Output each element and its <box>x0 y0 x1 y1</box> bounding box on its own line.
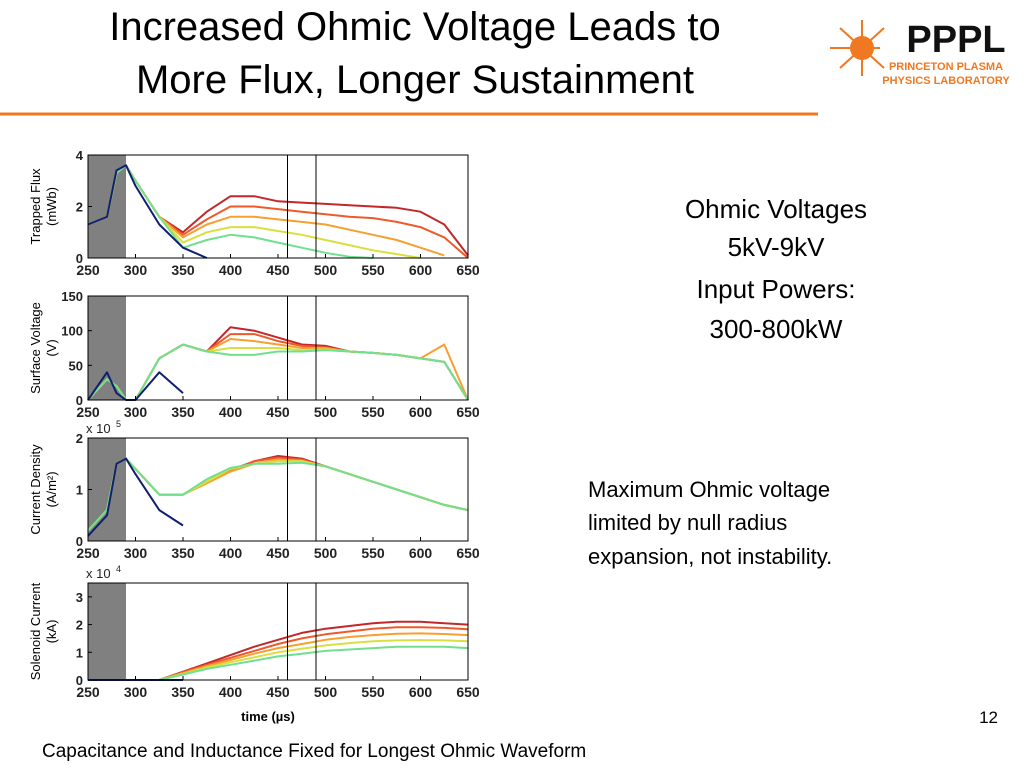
x-tick-label: 450 <box>266 404 290 420</box>
note-line: 5kV-9kV <box>728 232 825 262</box>
y-tick-label: 2 <box>76 200 83 215</box>
x-tick-label: 650 <box>456 262 480 278</box>
x-tick-label: 450 <box>266 262 290 278</box>
x-axis-label: time (µs) <box>241 709 295 724</box>
x-tick-label: 600 <box>409 262 433 278</box>
footer: Capacitance and Inductance Fixed for Lon… <box>42 741 586 762</box>
x-tick-label: 550 <box>361 545 385 561</box>
x-tick-label: 350 <box>171 684 195 700</box>
y-tick-label: 0 <box>76 673 83 688</box>
y-multiplier-exponent: 4 <box>116 564 121 574</box>
x-tick-label: 500 <box>314 404 338 420</box>
y-tick-label: 0 <box>76 393 83 408</box>
plot-area <box>88 583 468 680</box>
y-tick-label: 2 <box>76 618 83 633</box>
note-line: limited by null radius <box>588 510 787 535</box>
title-line: Increased Ohmic Voltage Leads to <box>109 5 720 49</box>
x-tick-label: 450 <box>266 545 290 561</box>
x-tick-label: 550 <box>361 404 385 420</box>
series-line <box>87 164 374 259</box>
y-axis-label: Solenoid Current <box>28 582 43 680</box>
plot: 250 300 350 400 450 500 550 600 650 0 50 100 150 Surf… <box>28 289 480 420</box>
x-tick-label: 550 <box>361 262 385 278</box>
x-tick-label: 450 <box>266 684 290 700</box>
shaded-region <box>88 155 126 258</box>
note-line: Maximum Ohmic voltage <box>588 477 830 502</box>
y-multiplier-exponent: 5 <box>116 419 121 429</box>
y-axis-label: Surface Voltage <box>28 302 43 394</box>
logo-text: PRINCETON PLASMA <box>889 61 1003 73</box>
x-tick-label: 300 <box>124 545 148 561</box>
x-tick-label: 350 <box>171 262 195 278</box>
x-tick-label: 350 <box>171 545 195 561</box>
plot: 250 300 350 400 450 500 550 600 650 0 2 4 Trapped Fl… <box>28 148 480 278</box>
y-axis-label: Trapped Flux <box>28 168 43 245</box>
x-tick-label: 300 <box>124 684 148 700</box>
x-tick-label: 400 <box>219 404 243 420</box>
x-tick-label: 250 <box>76 404 100 420</box>
x-tick-label: 500 <box>314 684 338 700</box>
x-tick-label: 300 <box>124 404 148 420</box>
x-tick-label: 350 <box>171 404 195 420</box>
y-tick-label: 150 <box>61 289 83 304</box>
x-tick-label: 400 <box>219 545 243 561</box>
note-line: 300-800kW <box>710 314 843 344</box>
x-tick-label: 600 <box>409 684 433 700</box>
page-number: 12 <box>979 708 998 727</box>
x-tick-label: 600 <box>409 404 433 420</box>
x-tick-label: 650 <box>456 404 480 420</box>
y-tick-label: 100 <box>61 324 83 339</box>
y-tick-label: 1 <box>76 645 83 660</box>
y-axis-label: (mWb) <box>44 187 59 226</box>
x-tick-label: 250 <box>76 545 100 561</box>
plot: 250 300 350 400 450 500 550 600 650 0 1 2 3x 10 4 Sole… <box>28 564 480 724</box>
note-line: expansion, not instability. <box>588 544 832 569</box>
logo-text: PHYSICS LABORATORY <box>882 75 1010 87</box>
series-line <box>87 164 208 259</box>
y-axis-label: (A/m²) <box>44 471 59 507</box>
y-tick-label: 2 <box>76 431 83 446</box>
x-tick-label: 500 <box>314 262 338 278</box>
y-tick-label: 0 <box>76 251 83 266</box>
note-line: Input Powers: <box>697 274 856 304</box>
logo-rays <box>830 20 885 76</box>
x-tick-label: 250 <box>76 684 100 700</box>
logo-name: PPPL <box>906 19 1005 61</box>
x-tick-label: 400 <box>219 262 243 278</box>
x-tick-label: 500 <box>314 545 338 561</box>
x-tick-label: 400 <box>219 684 243 700</box>
y-axis-label: (V) <box>44 339 59 356</box>
x-tick-label: 650 <box>456 545 480 561</box>
y-tick-label: 50 <box>69 358 83 373</box>
x-tick-label: 300 <box>124 262 148 278</box>
plot: 250 300 350 400 450 500 550 600 650 0 1 2x 10 5 Curre… <box>28 419 480 561</box>
y-axis-label: Current Density <box>28 444 43 535</box>
x-tick-label: 650 <box>456 684 480 700</box>
y-tick-label: 3 <box>76 590 83 605</box>
x-tick-label: 250 <box>76 262 100 278</box>
x-tick-label: 600 <box>409 545 433 561</box>
series-line <box>87 457 184 537</box>
title-line: More Flux, Longer Sustainment <box>136 58 694 102</box>
y-multiplier: x 10 <box>86 421 111 436</box>
y-tick-label: 0 <box>76 534 83 549</box>
y-tick-label: 1 <box>76 483 83 498</box>
shaded-region <box>88 296 126 400</box>
y-multiplier: x 10 <box>86 566 111 581</box>
shaded-region <box>88 583 126 680</box>
y-tick-label: 4 <box>76 148 84 163</box>
y-axis-label: (kA) <box>44 620 59 644</box>
logo: PPPL PRINCETON PLASMA PHYSICS LABORATORY <box>830 19 1010 87</box>
x-tick-label: 550 <box>361 684 385 700</box>
note-line: Ohmic Voltages <box>685 194 867 224</box>
